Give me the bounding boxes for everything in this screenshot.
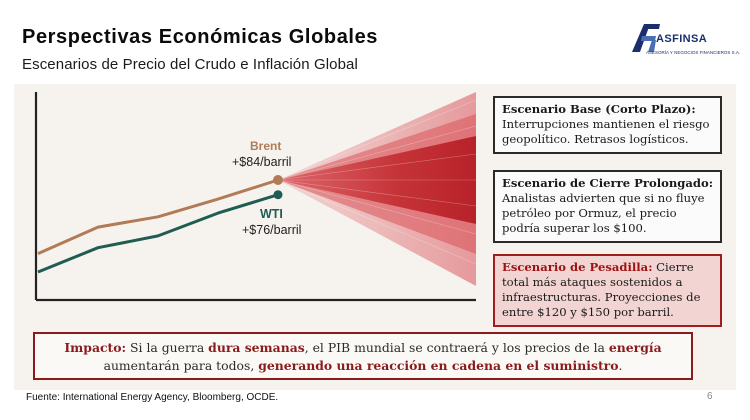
asfinsa-logo	[632, 24, 660, 52]
cone-rays	[277, 99, 477, 265]
impact-text: .	[618, 358, 623, 373]
brent-label: Brent	[250, 139, 281, 153]
slide-subtitle: Escenarios de Precio del Crudo e Inflaci…	[22, 56, 358, 73]
brent-price-label: +$84/barril	[232, 155, 291, 169]
impact-text: Si la guerra	[126, 340, 209, 355]
scenario-card-body: Cierre total más ataques sostenidos a in…	[502, 260, 701, 319]
logo-name: ASFINSA	[656, 33, 708, 45]
slide-title: Perspectivas Económicas Globales	[22, 26, 379, 48]
wti-price-label: +$76/barril	[242, 223, 301, 237]
scenario-card-nightmare: Escenario de Pesadilla: Cierre total más…	[493, 254, 722, 327]
brent-line	[37, 178, 279, 255]
scenario-card-title: Escenario de Cierre Prolongado:	[502, 176, 714, 190]
scenario-cone-inner	[278, 136, 476, 224]
wti-line	[37, 193, 279, 274]
scenario-card-base: Escenario Base (Corto Plazo): Interrupci…	[493, 96, 722, 154]
price-chart: Brent +$84/barril WTI +$76/barril	[34, 92, 477, 302]
impact-text: , el PIB mundial se contraerá y los prec…	[304, 340, 609, 355]
impact-highlight: energía	[608, 340, 662, 355]
scenario-card-body: Analistas advierten que si no fluye petr…	[502, 191, 705, 235]
scenario-card-title: Escenario de Pesadilla:	[502, 260, 653, 274]
logo-tagline: ASESORÍA Y NEGOCIOS FINANCIEROS S.A.	[646, 50, 741, 55]
scenario-card-body: Interrupciones mantienen el riesgo geopo…	[502, 117, 710, 146]
wti-label: WTI	[260, 207, 283, 221]
scenario-card-title: Escenario Base (Corto Plazo):	[502, 102, 696, 116]
source-note: Fuente: International Energy Agency, Blo…	[26, 392, 279, 403]
impact-callout: Impacto: Si la guerra dura semanas, el P…	[33, 332, 693, 380]
brent-end-point	[273, 175, 283, 185]
wti-end-point	[273, 190, 283, 200]
impact-label: Impacto:	[64, 340, 127, 355]
impact-highlight: generando una reacción en cadena en el s…	[258, 358, 619, 373]
page-number: 6	[707, 391, 713, 402]
impact-highlight: dura semanas	[208, 340, 305, 355]
scenario-card-prolonged: Escenario de Cierre Prolongado: Analista…	[493, 170, 722, 243]
impact-text: aumentarán para todos,	[103, 358, 259, 373]
